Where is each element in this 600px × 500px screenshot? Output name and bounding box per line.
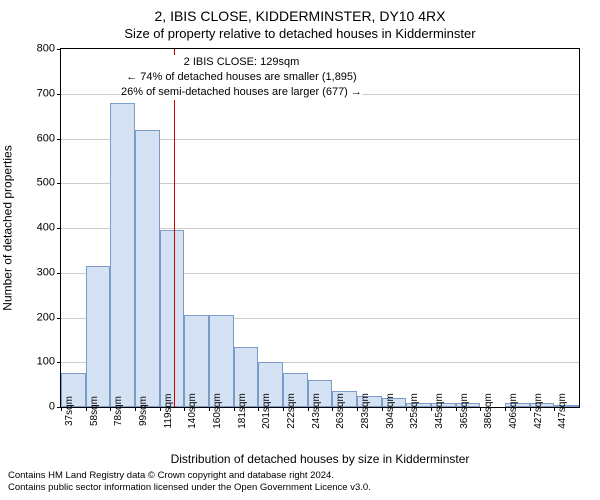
xtick-mark <box>283 407 284 411</box>
xtick-mark <box>135 407 136 411</box>
xtick-label: 304sqm <box>386 393 396 429</box>
xtick-label: 119sqm <box>164 394 174 429</box>
ytick-mark <box>57 362 61 363</box>
ytick-mark <box>57 273 61 274</box>
xtick-label: 447sqm <box>558 393 568 429</box>
xtick-mark <box>308 407 309 411</box>
ytick-mark <box>57 49 61 50</box>
ytick-label: 200 <box>37 312 55 323</box>
reference-line <box>174 49 175 407</box>
xtick-mark <box>505 407 506 411</box>
xtick-mark <box>530 407 531 411</box>
chart-supertitle: 2, IBIS CLOSE, KIDDERMINSTER, DY10 4RX <box>0 8 600 24</box>
ytick-mark <box>57 139 61 140</box>
xtick-label: 243sqm <box>312 393 322 429</box>
xtick-label: 283sqm <box>361 393 371 429</box>
ytick-mark <box>57 228 61 229</box>
y-axis-label-text: Number of detached properties <box>1 145 15 310</box>
histogram-bar <box>86 266 111 407</box>
grid-line <box>61 94 579 95</box>
xtick-label: 263sqm <box>336 393 346 429</box>
xtick-label: 58sqm <box>90 396 100 426</box>
xtick-label: 386sqm <box>484 393 494 429</box>
x-axis-label: Distribution of detached houses by size … <box>60 452 580 466</box>
xtick-label: 325sqm <box>410 393 420 429</box>
ytick-label: 500 <box>37 178 55 189</box>
histogram-bar <box>135 130 160 407</box>
xtick-mark <box>480 407 481 411</box>
footer-line-1: Contains HM Land Registry data © Crown c… <box>8 470 371 482</box>
xtick-label: 365sqm <box>460 393 470 429</box>
ytick-label: 600 <box>37 133 55 144</box>
ytick-mark <box>57 183 61 184</box>
xtick-mark <box>234 407 235 411</box>
xtick-label: 181sqm <box>238 393 248 429</box>
xtick-mark <box>382 407 383 411</box>
xtick-mark <box>456 407 457 411</box>
xtick-mark <box>357 407 358 411</box>
ytick-mark <box>57 318 61 319</box>
xtick-label: 201sqm <box>262 393 272 429</box>
xtick-label: 345sqm <box>435 393 445 429</box>
y-axis-label: Number of detached properties <box>0 48 16 408</box>
ytick-label: 700 <box>37 88 55 99</box>
xtick-mark <box>554 407 555 411</box>
annotation-line-3: 26% of semi-detached houses are larger (… <box>121 85 362 100</box>
chart-subtitle: Size of property relative to detached ho… <box>0 26 600 41</box>
ytick-label: 100 <box>37 357 55 368</box>
xtick-mark <box>406 407 407 411</box>
xtick-label: 78sqm <box>114 396 124 426</box>
histogram-plot: 010020030040050060070080037sqm58sqm78sqm… <box>60 48 580 408</box>
xtick-mark <box>110 407 111 411</box>
footer-line-2: Contains public sector information licen… <box>8 482 371 494</box>
ytick-label: 400 <box>37 223 55 234</box>
xtick-mark <box>184 407 185 411</box>
ytick-label: 800 <box>37 44 55 55</box>
xtick-mark <box>86 407 87 411</box>
xtick-mark <box>209 407 210 411</box>
histogram-bar <box>160 230 185 407</box>
xtick-label: 160sqm <box>213 393 223 429</box>
xtick-mark <box>160 407 161 411</box>
xtick-label: 406sqm <box>509 393 519 429</box>
xtick-label: 140sqm <box>188 393 198 429</box>
xtick-mark <box>258 407 259 411</box>
xtick-label: 99sqm <box>139 396 149 426</box>
histogram-bar <box>110 103 135 407</box>
xtick-mark <box>332 407 333 411</box>
annotation-line-1: 2 IBIS CLOSE: 129sqm <box>121 55 362 70</box>
ytick-mark <box>57 94 61 95</box>
xtick-label: 427sqm <box>534 393 544 429</box>
xtick-label: 37sqm <box>65 396 75 426</box>
ytick-label: 0 <box>49 402 55 413</box>
annotation-line-2: ← 74% of detached houses are smaller (1,… <box>121 70 362 85</box>
xtick-mark <box>431 407 432 411</box>
ytick-label: 300 <box>37 267 55 278</box>
xtick-mark <box>61 407 62 411</box>
footer-attribution: Contains HM Land Registry data © Crown c… <box>8 470 371 494</box>
xtick-label: 222sqm <box>287 393 297 429</box>
